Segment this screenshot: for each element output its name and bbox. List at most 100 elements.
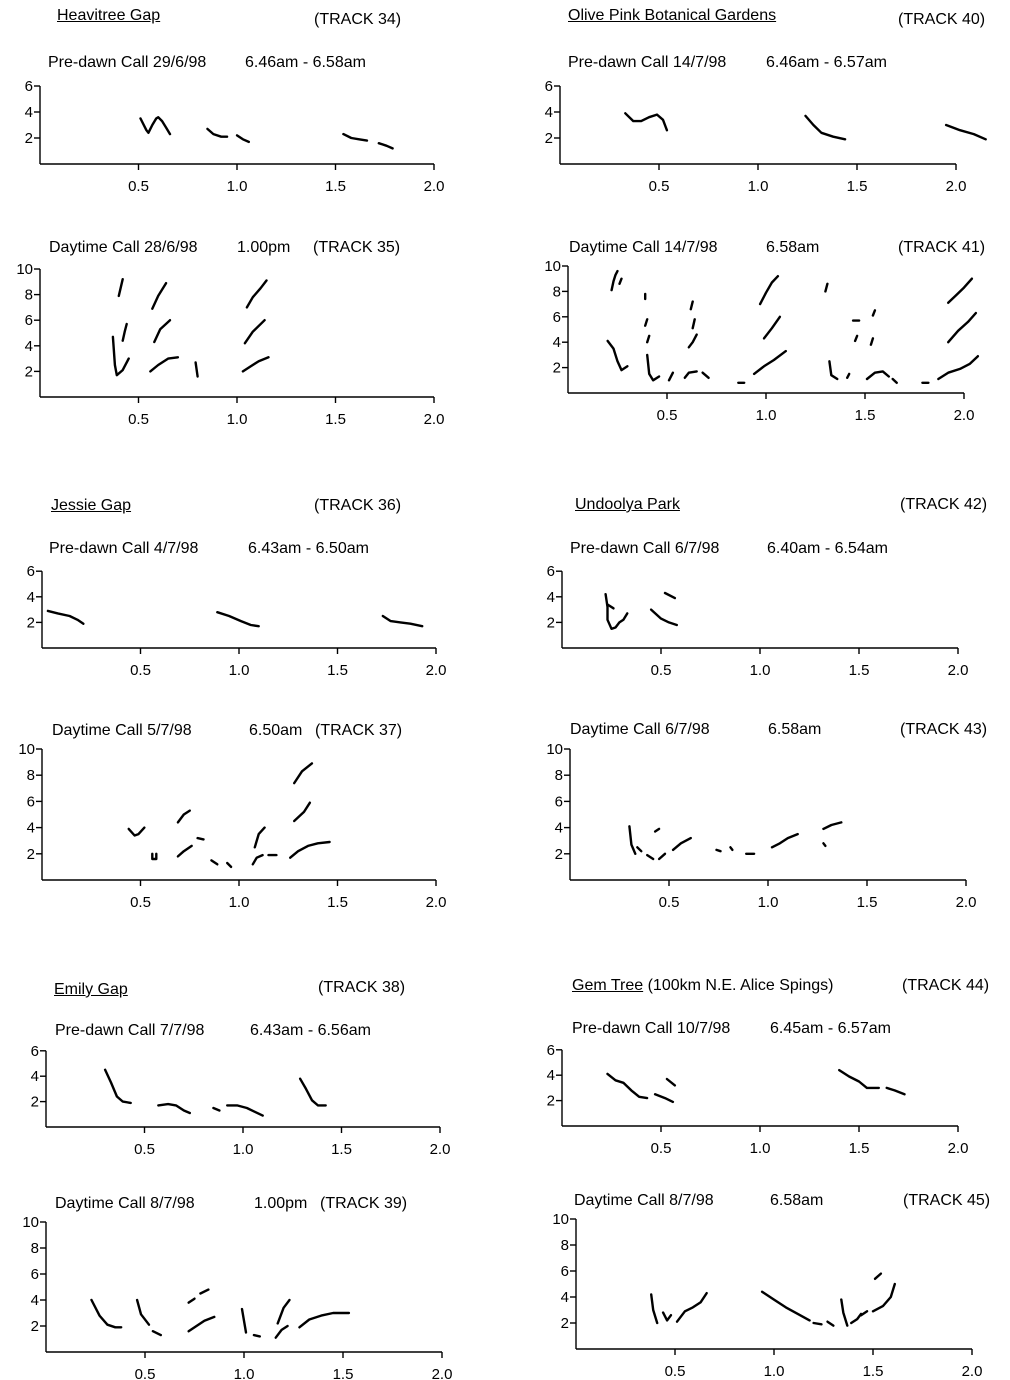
x-tick-label: 1.5 — [849, 662, 870, 679]
y-tick-label: 4 — [561, 1289, 569, 1306]
call-trace — [853, 334, 859, 343]
site-track-emily: (TRACK 38) — [318, 979, 406, 996]
call-trace — [298, 1077, 327, 1107]
call-trace — [646, 853, 655, 861]
panel-header: Daytime Call 8/7/98 — [55, 1195, 195, 1212]
y-tick-label: 4 — [25, 104, 33, 121]
call-trace — [689, 300, 694, 311]
call-trace — [139, 116, 172, 136]
call-trace — [226, 861, 233, 869]
x-tick-label: 1.0 — [229, 894, 250, 911]
call-trace — [729, 846, 734, 852]
call-trace — [127, 826, 146, 837]
call-trace — [683, 370, 698, 379]
call-trace — [90, 1298, 123, 1329]
x-tick-label: 1.0 — [748, 178, 769, 195]
panel-header: Pre-dawn Call 10/7/98 — [572, 1020, 731, 1037]
y-tick-label: 8 — [555, 767, 563, 784]
y-tick-label: 2 — [25, 363, 33, 380]
call-trace — [653, 827, 661, 833]
call-trace — [715, 848, 722, 853]
spectrogram-panel: 2 4 6 0.5 1.0 1.5 2.0 — [547, 563, 969, 679]
x-tick-label: 1.5 — [847, 178, 868, 195]
call-trace — [153, 319, 172, 344]
y-tick-label: 4 — [31, 1292, 39, 1309]
panel-header: Daytime Call 6/7/98 — [570, 721, 710, 738]
call-trace — [103, 1068, 132, 1105]
y-tick-label: 4 — [27, 589, 35, 606]
call-trace — [804, 114, 847, 141]
y-tick-label: 6 — [31, 1043, 39, 1060]
call-trace — [838, 1068, 880, 1090]
call-trace — [770, 832, 799, 849]
site-track-jessie: (TRACK 36) — [314, 497, 402, 514]
y-tick-label: 8 — [553, 283, 561, 300]
call-trace — [944, 123, 987, 141]
y-tick-label: 2 — [553, 360, 561, 377]
panel-time: 6.58am — [766, 239, 820, 256]
y-tick-label: 2 — [547, 1093, 555, 1110]
panel-track: (TRACK 37) — [315, 722, 403, 739]
panel-time: 6.43am - 6.50am — [248, 540, 369, 557]
y-tick-label: 4 — [25, 338, 33, 355]
call-trace — [624, 112, 669, 132]
y-tick-label: 4 — [31, 1068, 39, 1085]
call-trace — [636, 846, 643, 853]
call-trace — [251, 853, 264, 866]
y-tick-label: 6 — [27, 563, 35, 580]
y-tick-label: 4 — [545, 104, 553, 121]
call-trace — [646, 334, 651, 344]
panel-header: Daytime Call 28/6/98 — [49, 239, 198, 256]
x-tick-label: 0.5 — [665, 1363, 686, 1380]
call-trace — [187, 1297, 196, 1304]
panel-header: Pre-dawn Call 29/6/98 — [48, 54, 207, 71]
site-track-gem-tree: (TRACK 44) — [902, 977, 990, 994]
x-tick-label: 1.0 — [227, 411, 248, 428]
y-tick-label: 10 — [552, 1211, 569, 1228]
x-tick-label: 1.5 — [863, 1363, 884, 1380]
call-trace — [865, 370, 890, 381]
call-trace — [665, 1077, 677, 1087]
call-trace — [760, 1290, 811, 1322]
x-tick-label: 1.5 — [331, 1141, 352, 1158]
panel-header: Daytime Call 8/7/98 — [574, 1192, 714, 1209]
spectrogram-panel: 2 4 6 8 10 0.5 1.0 1.5 2.0 — [22, 1214, 452, 1380]
call-trace — [46, 609, 85, 625]
panel-time: 6.46am - 6.58am — [245, 54, 366, 71]
site-name: Heavitree Gap — [57, 7, 161, 24]
x-tick-label: 2.0 — [948, 1140, 969, 1157]
call-trace — [606, 1072, 649, 1100]
x-tick-label: 0.5 — [135, 1366, 156, 1380]
call-trace — [151, 1330, 162, 1337]
call-trace — [691, 318, 696, 330]
x-tick-label: 1.0 — [234, 1366, 255, 1380]
x-tick-label: 2.0 — [424, 411, 445, 428]
panel-track: (TRACK 35) — [313, 239, 401, 256]
call-trace — [194, 361, 199, 378]
y-tick-label: 4 — [547, 1067, 555, 1084]
site-name: Emily Gap — [54, 981, 128, 998]
y-tick-label: 6 — [27, 793, 35, 810]
x-tick-label: 1.0 — [233, 1141, 254, 1158]
site-track-olive-pink: (TRACK 40) — [898, 11, 986, 28]
call-trace — [653, 1093, 675, 1104]
x-tick-label: 2.0 — [430, 1141, 451, 1158]
panel-time: 6.58am — [768, 721, 822, 738]
call-trace — [650, 1293, 659, 1325]
panel-time: 6.58am — [770, 1192, 824, 1209]
panel-track: (TRACK 41) — [898, 239, 986, 256]
call-trace — [671, 836, 692, 852]
spectrogram-panel: 2 4 6 0.5 1.0 1.5 2.0 — [27, 563, 447, 679]
call-trace — [873, 1272, 883, 1280]
x-tick-label: 2.0 — [946, 178, 967, 195]
y-tick-label: 6 — [31, 1266, 39, 1283]
y-tick-label: 6 — [547, 563, 555, 580]
panel-time: 1.00pm — [237, 239, 291, 256]
call-trace — [661, 1311, 673, 1322]
call-trace — [824, 282, 829, 293]
call-trace — [812, 1321, 823, 1326]
call-trace — [117, 278, 124, 298]
call-trace — [869, 337, 875, 346]
spectrogram-panel: 2 4 6 0.5 1.0 1.5 2.0 — [31, 1043, 451, 1158]
